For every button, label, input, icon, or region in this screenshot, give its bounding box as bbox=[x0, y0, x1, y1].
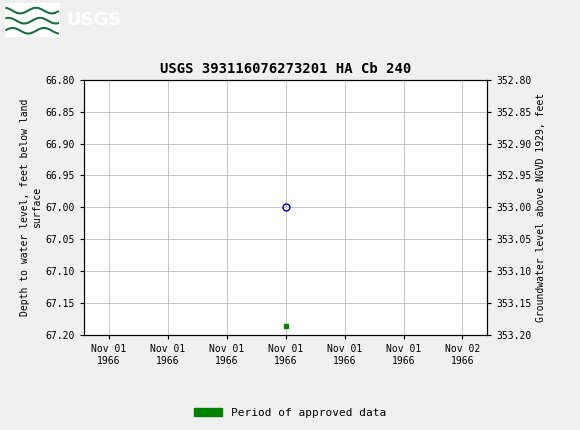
FancyBboxPatch shape bbox=[5, 3, 60, 37]
Text: USGS: USGS bbox=[67, 11, 122, 29]
Title: USGS 393116076273201 HA Cb 240: USGS 393116076273201 HA Cb 240 bbox=[160, 61, 411, 76]
Y-axis label: Groundwater level above NGVD 1929, feet: Groundwater level above NGVD 1929, feet bbox=[536, 93, 546, 322]
Legend: Period of approved data: Period of approved data bbox=[190, 403, 390, 422]
Y-axis label: Depth to water level, feet below land
surface: Depth to water level, feet below land su… bbox=[20, 99, 42, 316]
